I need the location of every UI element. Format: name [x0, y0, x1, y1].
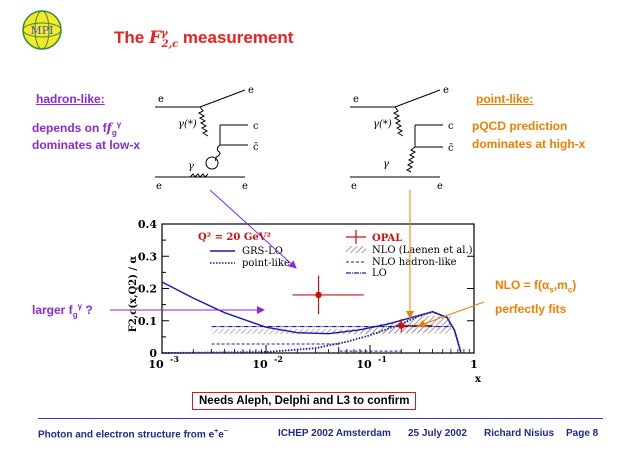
svg-text:e: e — [158, 94, 164, 105]
y-axis-label: F2,c(x,Q2) / α — [128, 255, 139, 332]
x-tick-exp-2: -1 — [378, 354, 387, 364]
y-tick-label-4: 0.4 — [138, 218, 157, 231]
svg-text:γ(*): γ(*) — [373, 119, 392, 130]
svg-text:c̄: c̄ — [448, 143, 454, 154]
larger-fg-label: larger fgγ ? — [32, 302, 93, 320]
footer-author: Richard Nisius — [484, 428, 555, 439]
x-tick-label-0: 10 — [148, 358, 164, 371]
svg-text:e: e — [156, 181, 162, 192]
point-like-heading: point-like: — [476, 92, 534, 106]
hadron-like-line2: dominates at low-x — [32, 138, 141, 152]
svg-text:c̄: c̄ — [253, 142, 259, 153]
svg-text:γ: γ — [383, 159, 389, 170]
nlo-band-base — [211, 328, 451, 334]
opal-point-1 — [398, 322, 405, 329]
legend-nlo-swatch — [346, 246, 366, 253]
feynman-diagram-hadron-like: e e γ(*) c c̄ γ e e — [155, 85, 259, 192]
footer-topic: Photon and electron structure from e+e− — [38, 428, 228, 441]
arrow-hadron-to-plot — [209, 189, 297, 269]
svg-text:e: e — [353, 94, 359, 105]
x-tick-label-1: 10 — [252, 358, 268, 371]
logo-text: MPI — [30, 24, 53, 37]
footer-rule — [38, 418, 603, 419]
x-tick-label-2: 10 — [356, 358, 372, 371]
x-axis-label: x — [475, 374, 482, 385]
svg-text:e: e — [351, 181, 357, 192]
legend-grs: GRS-LO — [242, 246, 283, 257]
point-like-line2: dominates at high-x — [472, 137, 586, 151]
hadron-like-line1: depends on fgfgγ — [32, 120, 122, 138]
nlo-label: NLO = f(αs,mc) — [495, 278, 577, 295]
legend-nlo-had: NLO hadron-like — [372, 257, 457, 268]
opal-point-0 — [315, 291, 322, 299]
legend-opal: OPAL — [372, 233, 402, 244]
svg-text:c: c — [253, 121, 259, 132]
legend-point: point-like — [242, 258, 290, 269]
footer-date: 25 July 2002 — [408, 428, 467, 439]
f2c-chart: 0 0.1 0.2 0.3 0.4 10 -3 10 -2 10 -1 1 F2,c(x,Q2) / … — [128, 218, 482, 385]
footer-page: Page 8 — [566, 428, 599, 439]
legend-nlo: NLO (Laenen et al.) — [372, 245, 473, 256]
hadron-like-heading: hadron-like: — [36, 92, 105, 106]
svg-text:e: e — [437, 181, 443, 192]
legend-lo: LO — [372, 268, 387, 279]
point-like-line1: pQCD prediction — [472, 119, 568, 133]
svg-text:e: e — [242, 181, 248, 192]
svg-text:e: e — [443, 85, 449, 96]
confirm-note: Needs Aleph, Delphi and L3 to confirm — [192, 392, 417, 410]
footer-conference: ICHEP 2002 Amsterdam — [278, 428, 391, 439]
q2-label: Q² = 20 GeV² — [198, 232, 271, 243]
y-tick-label-2: 0.2 — [138, 283, 157, 296]
feynman-diagram-point-like: e e γ(*) c c̄ γ e e — [350, 85, 454, 192]
arrow-nlo — [417, 301, 485, 328]
perfect-fit-label: perfectly fits — [495, 302, 567, 316]
page-title: The Fγ2,c measurement — [114, 28, 294, 51]
x-tick-label-3: 1 — [470, 358, 478, 371]
curve-point-like — [161, 310, 462, 354]
svg-text:e: e — [248, 85, 254, 96]
y-tick-label-0: 0 — [149, 347, 157, 360]
x-tick-exp-1: -2 — [274, 354, 283, 364]
svg-text:c: c — [448, 121, 454, 132]
svg-text:γ(*): γ(*) — [178, 119, 197, 130]
mpi-logo: MPI — [20, 8, 64, 52]
y-tick-label-3: 0.3 — [138, 250, 157, 263]
svg-text:γ: γ — [188, 161, 194, 172]
x-tick-exp-0: -3 — [170, 354, 179, 364]
y-tick-label-1: 0.1 — [138, 315, 157, 328]
